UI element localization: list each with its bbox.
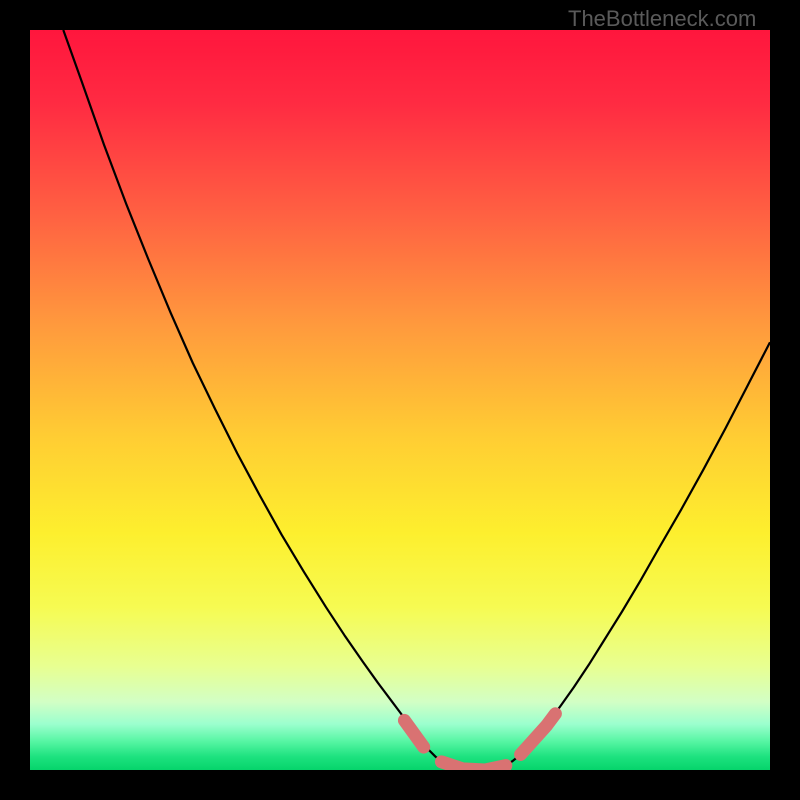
highlight-segment — [441, 762, 505, 770]
bottleneck-chart — [0, 0, 800, 800]
plot-background — [30, 30, 770, 770]
chart-container: TheBottleneck.com — [0, 0, 800, 800]
watermark-label: TheBottleneck.com — [568, 6, 756, 32]
